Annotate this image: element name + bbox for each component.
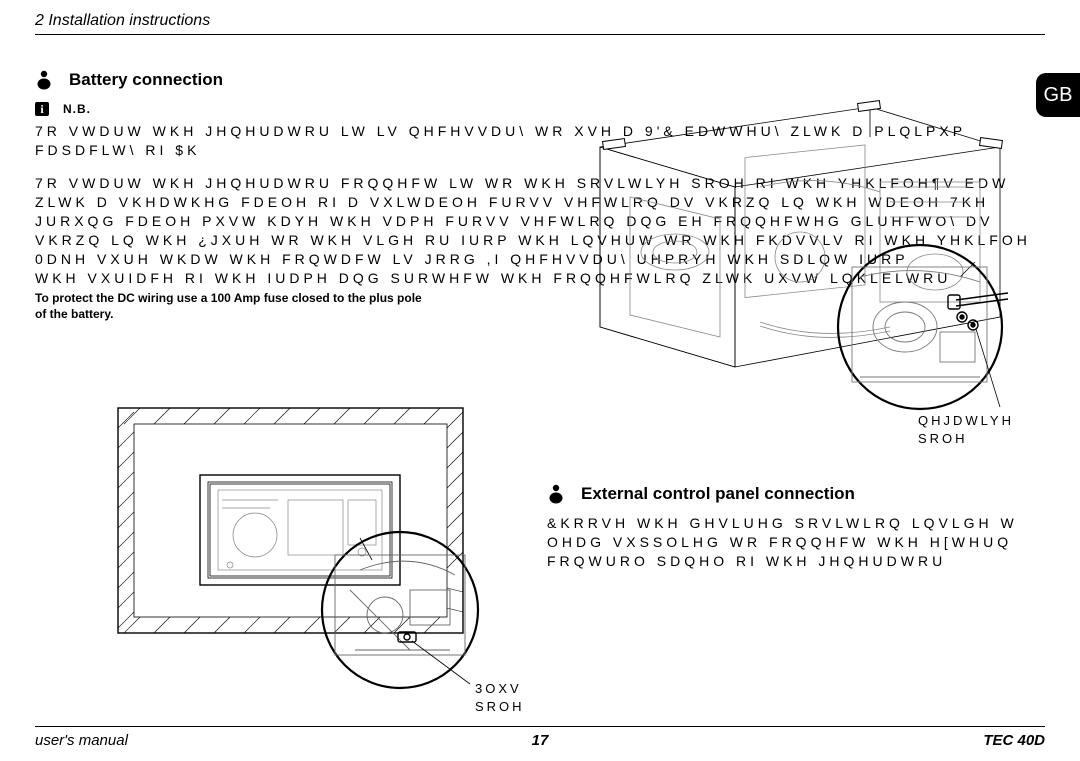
person-icon xyxy=(35,70,53,90)
bottom-divider xyxy=(35,726,1045,727)
plus-pole-label: 3OXV SROH xyxy=(475,680,525,716)
bold-l1: To protect the DC wiring use a 100 Amp f… xyxy=(35,291,422,305)
person-icon xyxy=(547,484,565,504)
s2-l3: FRQWURO SDQHO RI WKH JHQHUDWRU xyxy=(547,553,946,569)
section2-body: &KRRVH WKH GHVLUHG SRVLWLRQ LQVLGH W OHD… xyxy=(547,514,1047,571)
footer-page-number: 17 xyxy=(0,732,1080,749)
section1-title: Battery connection xyxy=(69,70,223,90)
info-icon: i xyxy=(35,102,49,116)
footer-model: TEC 40D xyxy=(983,732,1045,749)
nb-line2: FDSDFLW\ RI $K xyxy=(35,142,200,158)
top-divider xyxy=(35,34,1045,35)
section2-heading: External control panel connection xyxy=(547,484,1047,504)
negative-pole-label: QHJDWLYH SROH xyxy=(918,412,1014,448)
left-diagram xyxy=(110,400,530,715)
plus-pole-l1: 3OXV xyxy=(475,681,522,696)
nb-label: N.B. xyxy=(63,102,91,116)
page-header: 2 Installation instructions xyxy=(35,12,210,30)
section2-title: External control panel connection xyxy=(581,484,855,504)
s2-l2: OHDG VXSSOLHG WR FRQQHFW WKH H[WHUQ xyxy=(547,534,1012,550)
neg-pole-l2: SROH xyxy=(918,431,968,446)
bold-l2: of the battery. xyxy=(35,307,113,321)
plus-pole-l2: SROH xyxy=(475,699,525,714)
right-diagram xyxy=(560,77,1060,462)
s2-l1: &KRRVH WKH GHVLUHG SRVLWLRQ LQVLGH W xyxy=(547,515,1018,531)
neg-pole-l1: QHJDWLYH xyxy=(918,413,1014,428)
section2: External control panel connection &KRRVH… xyxy=(547,484,1047,585)
